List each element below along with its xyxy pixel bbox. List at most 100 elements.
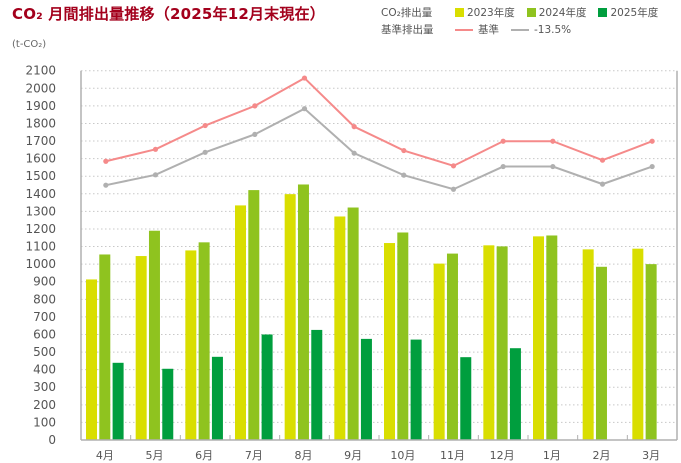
legend-item-baseline: 基準 — [455, 22, 499, 37]
bar — [198, 242, 210, 440]
x-tick-label: 1月 — [543, 449, 561, 462]
y-tick-label: 1900 — [25, 99, 56, 113]
bar — [595, 266, 607, 440]
line-marker — [649, 138, 655, 144]
line-marker — [301, 106, 308, 112]
x-tick-label: 7月 — [245, 449, 263, 462]
legend-swatch-2023 — [455, 8, 464, 17]
line-marker — [152, 172, 159, 178]
x-tick-label: 6月 — [195, 449, 213, 462]
x-axis: 4月 5月 6月 7月 8月 9月 10月 11月 12月 1月 2月 3月 — [81, 435, 677, 462]
line-marker — [202, 149, 208, 155]
x-tick-label: 2月 — [593, 449, 611, 462]
line-marker — [202, 122, 208, 129]
x-tick-label: 11月 — [440, 449, 465, 462]
line-marker — [599, 181, 606, 187]
y-tick-label: 200 — [33, 398, 56, 412]
y-tick-label: 1700 — [25, 134, 56, 148]
y-tick-label: 2000 — [25, 81, 56, 95]
y-tick-label: 100 — [33, 415, 56, 429]
x-tick-label: 12月 — [490, 449, 515, 462]
bar — [483, 245, 495, 440]
y-tick-label: 0 — [48, 433, 56, 447]
legend-line-baseline — [455, 28, 473, 31]
line-marker — [401, 172, 407, 178]
line-marker — [103, 158, 109, 164]
line-marker — [103, 182, 109, 188]
legend-label-baseline: 基準 — [478, 24, 499, 36]
legend-label-2023: 2023年度 — [467, 7, 515, 19]
bar — [112, 362, 124, 440]
line-series — [103, 75, 655, 192]
line-marker — [550, 163, 556, 170]
bar — [248, 190, 260, 440]
y-axis: 0 100 200 300 400 500 600 700 800 900 1000 1100 1200… — [25, 64, 678, 447]
line-marker — [450, 163, 457, 169]
bar — [410, 339, 422, 440]
y-tick-label: 600 — [33, 327, 56, 341]
bar — [347, 207, 359, 440]
bar — [211, 356, 223, 440]
y-tick-label: 2100 — [25, 64, 56, 78]
legend-swatch-2025 — [598, 8, 608, 17]
bar — [632, 248, 644, 440]
bar — [496, 246, 508, 440]
legend-group-baseline: 基準排出量 — [381, 24, 434, 36]
y-tick-label: 800 — [33, 292, 56, 306]
bar — [135, 256, 147, 440]
chart-title: CO₂ 月間排出量推移（2025年12月末現在） — [12, 5, 325, 23]
bar — [235, 205, 246, 440]
bar — [384, 243, 395, 440]
y-tick-label: 400 — [33, 363, 56, 377]
bar-series — [86, 184, 657, 440]
y-tick-label: 500 — [33, 345, 56, 359]
line-marker — [351, 150, 357, 156]
bar — [433, 263, 445, 440]
line-marker — [152, 146, 159, 152]
line-marker — [450, 186, 457, 192]
y-tick-label: 1300 — [25, 204, 56, 218]
legend-swatch-2024 — [526, 8, 536, 17]
legend-item-2024: 2024年度 — [526, 5, 586, 20]
bar — [185, 250, 197, 440]
y-tick-label: 1000 — [25, 257, 56, 271]
y-tick-label: 300 — [33, 380, 56, 394]
bar — [284, 194, 296, 440]
line-marker — [500, 163, 506, 170]
line-marker — [550, 138, 556, 144]
legend-group-emissions: CO₂排出量 — [381, 7, 433, 19]
y-tick-label: 1600 — [25, 152, 56, 166]
line-marker — [301, 75, 308, 81]
legend: CO₂排出量 2023年度 2024年度 2025年度 基準排出量 基準 -13… — [381, 4, 658, 38]
bar — [86, 279, 97, 440]
bar — [148, 230, 160, 440]
bar — [261, 334, 273, 440]
legend-item-2025: 2025年度 — [598, 5, 658, 20]
legend-item-2023: 2023年度 — [455, 5, 515, 20]
bar — [533, 236, 544, 440]
legend-line-reduction — [511, 28, 529, 31]
legend-item-reduction: -13.5% — [511, 24, 571, 36]
x-tick-label: 4月 — [96, 449, 114, 462]
y-tick-label: 700 — [33, 310, 56, 324]
y-tick-label: 1800 — [25, 116, 56, 130]
line-marker — [599, 157, 606, 163]
bar — [509, 348, 521, 440]
y-axis-unit: (t-CO₂) — [12, 39, 47, 50]
bar — [546, 235, 558, 440]
line-path — [105, 76, 653, 167]
bar — [360, 338, 372, 440]
x-tick-label: 5月 — [146, 449, 164, 462]
bar — [446, 253, 458, 440]
x-tick-label: 9月 — [344, 449, 362, 462]
bar — [311, 329, 323, 440]
legend-row-emissions: CO₂排出量 2023年度 2024年度 2025年度 — [381, 4, 658, 21]
x-tick-label: 8月 — [295, 449, 313, 462]
line-marker — [252, 131, 258, 137]
bar — [99, 254, 111, 440]
line-marker — [649, 163, 655, 170]
x-tick-label: 3月 — [642, 449, 660, 462]
legend-row-baseline: 基準排出量 基準 -13.5% — [381, 21, 658, 38]
bar — [582, 249, 594, 440]
